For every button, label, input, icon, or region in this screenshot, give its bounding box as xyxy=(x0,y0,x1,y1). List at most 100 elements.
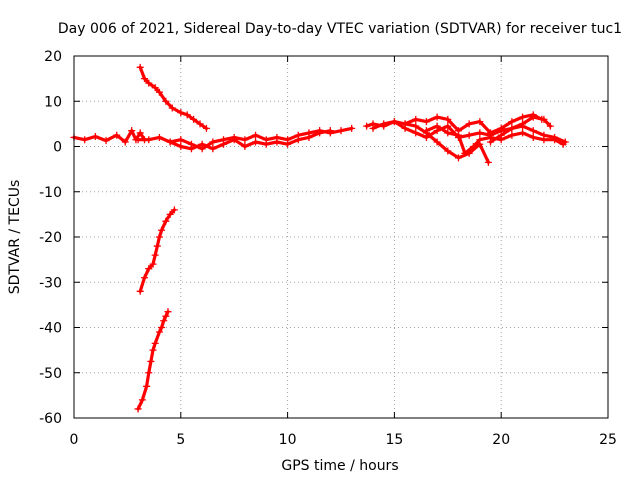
data-point xyxy=(508,124,516,132)
data-point xyxy=(160,317,168,325)
data-point xyxy=(166,138,174,146)
data-point xyxy=(209,145,217,153)
data-point xyxy=(149,346,157,354)
data-point xyxy=(348,124,356,132)
data-point xyxy=(113,131,121,139)
data-point xyxy=(444,122,452,130)
data-point xyxy=(465,120,473,128)
data-point xyxy=(241,136,249,144)
data-point xyxy=(363,122,371,130)
data-point xyxy=(143,382,151,390)
data-point xyxy=(422,118,430,126)
data-point xyxy=(540,115,548,123)
data-point xyxy=(476,136,484,144)
data-point xyxy=(337,127,345,135)
data-point xyxy=(198,140,206,148)
data-point xyxy=(162,97,170,105)
data-point xyxy=(187,145,195,153)
series-arc-4 xyxy=(136,63,210,132)
data-point xyxy=(138,396,146,404)
data-point xyxy=(390,118,398,126)
data-point xyxy=(136,63,144,71)
data-point xyxy=(190,115,198,123)
data-point xyxy=(469,143,477,150)
data-point xyxy=(476,118,484,126)
data-point xyxy=(454,154,462,162)
y-tick-label: 10 xyxy=(44,94,62,110)
y-tick-label: 20 xyxy=(44,49,62,65)
data-point xyxy=(145,369,153,377)
data-point xyxy=(465,131,473,139)
data-point xyxy=(162,217,170,225)
data-point xyxy=(168,104,176,112)
series-arc-3 xyxy=(166,127,334,153)
data-point xyxy=(316,129,324,137)
data-point xyxy=(444,115,452,123)
data-point xyxy=(412,115,420,123)
data-point xyxy=(444,147,452,155)
data-point xyxy=(155,233,163,241)
data-point xyxy=(177,136,185,144)
y-tick-label: -30 xyxy=(39,275,62,291)
data-point xyxy=(540,136,548,144)
series-arc-6 xyxy=(134,308,172,413)
data-point xyxy=(529,113,537,121)
data-point xyxy=(170,206,178,214)
data-point xyxy=(412,129,420,137)
data-point xyxy=(546,122,554,130)
series-arc-1 xyxy=(70,127,148,146)
y-axis-label: SDTVAR / TECUs xyxy=(7,180,23,295)
data-point xyxy=(508,118,516,126)
data-point xyxy=(401,120,409,128)
data-point xyxy=(145,79,153,87)
data-point xyxy=(151,339,159,347)
data-point xyxy=(326,127,334,135)
data-point xyxy=(380,120,388,128)
data-point xyxy=(284,140,292,148)
data-point xyxy=(134,136,142,144)
data-point xyxy=(155,133,163,141)
y-tick-label: -40 xyxy=(39,321,62,337)
data-point xyxy=(519,129,527,137)
x-tick-label: 25 xyxy=(599,432,617,448)
grid xyxy=(74,56,608,418)
data-point xyxy=(140,75,148,83)
data-point xyxy=(121,138,129,146)
data-point xyxy=(153,242,161,250)
data-point xyxy=(209,138,217,146)
data-point xyxy=(252,138,260,146)
data-point xyxy=(508,131,516,139)
data-point xyxy=(220,140,228,148)
data-point xyxy=(273,138,281,146)
data-point xyxy=(305,133,313,141)
data-point xyxy=(551,136,559,144)
x-tick-label: 20 xyxy=(492,432,510,448)
data-point xyxy=(529,127,537,135)
data-point xyxy=(128,127,136,135)
data-point xyxy=(476,129,484,137)
data-point xyxy=(149,260,157,268)
series-line xyxy=(136,310,170,411)
y-tick-label: 0 xyxy=(53,140,62,156)
chart-title: Day 006 of 2021, Sidereal Day-to-day VTE… xyxy=(58,21,622,37)
data-point xyxy=(559,140,567,148)
data-point xyxy=(412,122,420,130)
data-point xyxy=(158,324,166,331)
x-tick-label: 5 xyxy=(176,432,185,448)
series-arc-11 xyxy=(487,113,554,146)
y-tick-label: -20 xyxy=(39,230,62,246)
data-point xyxy=(136,129,144,137)
data-point xyxy=(145,265,153,273)
data-point xyxy=(487,138,495,146)
data-point xyxy=(158,226,166,234)
data-point xyxy=(230,136,238,144)
series-arc-10 xyxy=(422,122,567,157)
y-tick-label: -10 xyxy=(39,185,62,201)
data-point xyxy=(519,113,527,121)
data-point xyxy=(177,143,185,150)
axis-ticks: 0 5 10 15 20 25 -60 -50 -40 -30 -20 -10 0 10 20 xyxy=(39,49,617,448)
data-point xyxy=(454,131,462,139)
data-point xyxy=(102,137,110,145)
data-point xyxy=(262,140,270,148)
